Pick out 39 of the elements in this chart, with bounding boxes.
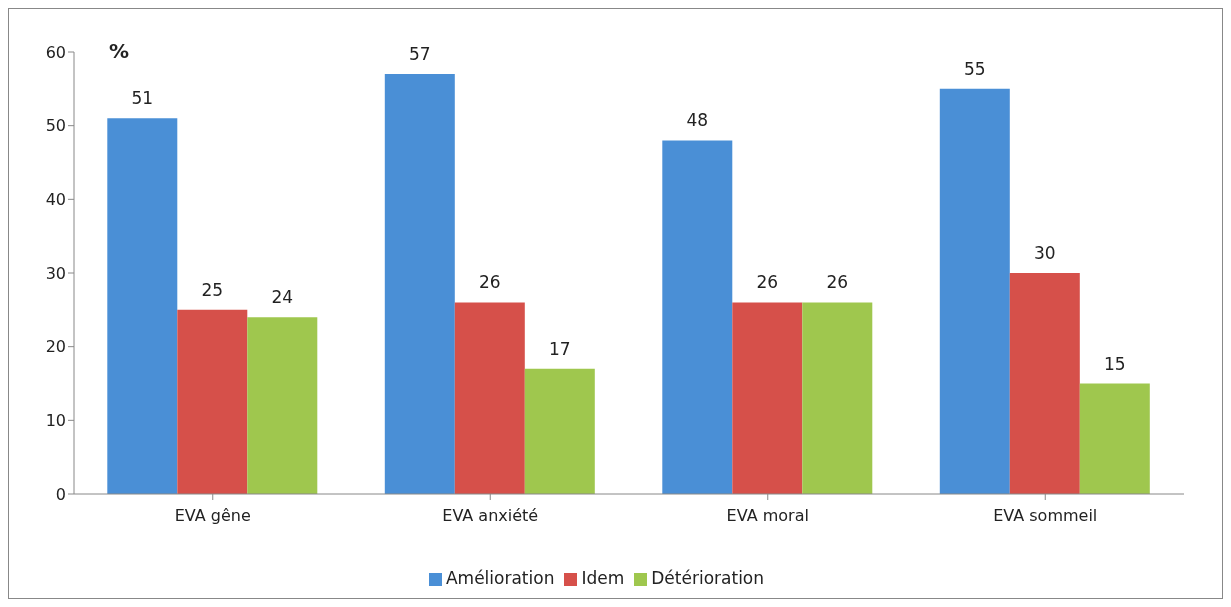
bar [1009,273,1080,494]
data-label: 24 [271,287,294,308]
bar [247,317,318,494]
x-tick-label: EVA anxiété [442,506,539,526]
y-tick-label: 30 [45,263,66,283]
x-tick-label: EVA gêne [174,506,251,526]
bar [662,140,733,494]
data-label: 15 [1103,353,1126,374]
x-tick-label: EVA moral [726,506,809,526]
data-label: 26 [826,272,849,293]
data-label: 51 [131,88,154,109]
y-tick-label: 60 [45,42,66,62]
data-label: 57 [408,44,431,65]
data-label: 25 [201,279,224,300]
y-tick-label: 20 [45,337,66,357]
bar [939,88,1010,494]
bar [177,309,248,494]
data-label: 17 [548,338,571,359]
bar [732,302,803,494]
data-label: 55 [963,58,986,79]
bar [384,74,455,494]
y-tick-label: 10 [45,411,66,431]
y-axis-title: % [109,39,130,63]
data-label: 26 [478,272,501,293]
y-tick-label: 50 [45,116,66,136]
legend-label: Détérioration [651,568,765,588]
y-tick-label: 40 [45,190,66,210]
x-tick-label: EVA sommeil [993,506,1098,526]
data-label: 26 [756,272,779,293]
bar [802,302,873,494]
bar [107,118,178,494]
bar [1079,383,1150,494]
legend-label: Amélioration [445,568,555,588]
bar [524,368,595,494]
bar [454,302,525,494]
legend-label: Idem [581,568,625,588]
y-tick-label: 0 [55,484,66,504]
data-label: 30 [1033,243,1056,263]
data-label: 48 [686,110,709,131]
